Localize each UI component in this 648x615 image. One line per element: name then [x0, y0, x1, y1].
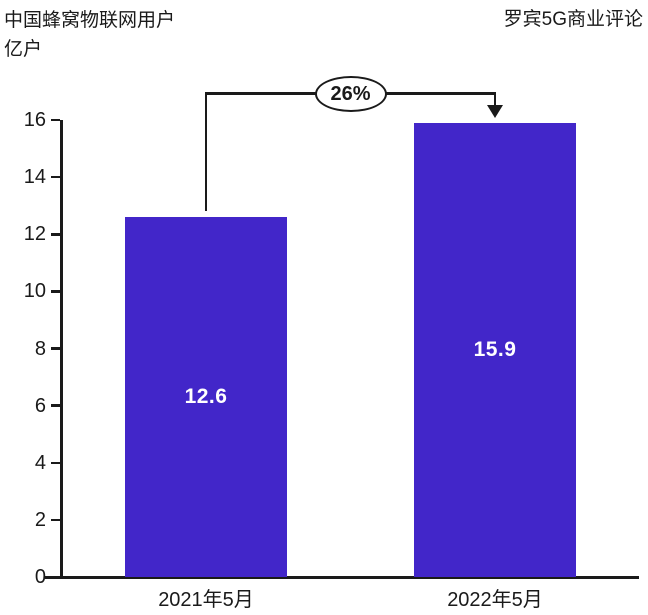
y-tick [51, 118, 60, 122]
y-tick-label: 10 [23, 280, 46, 303]
y-tick [51, 518, 60, 522]
x-axis-label: 2022年5月 [447, 589, 543, 611]
y-tick [51, 461, 60, 464]
y-tick [51, 233, 60, 236]
growth-connector-left [204, 92, 208, 212]
y-tick-label: 6 [34, 394, 46, 417]
bar: 15.9 [414, 122, 576, 577]
chart-unit-label: 亿户 [4, 39, 43, 60]
y-tick-label: 12 [23, 223, 46, 246]
y-tick-label: 16 [23, 109, 46, 131]
growth-connector-right [493, 92, 497, 106]
source-label: 罗宾5G商业评论 [503, 9, 643, 30]
y-tick-label: 14 [23, 166, 46, 189]
y-tick-label: 4 [34, 451, 46, 474]
bar-value-label: 12.6 [184, 385, 228, 409]
y-tick [51, 404, 60, 407]
x-axis-line [45, 575, 639, 579]
y-tick [51, 175, 60, 179]
y-tick-label: 0 [34, 566, 46, 588]
y-tick [51, 347, 60, 350]
growth-badge: 26% [314, 76, 387, 112]
chart-header: 中国蜂窝物联网用户 亿户 [4, 6, 175, 64]
y-tick-label: 2 [34, 508, 46, 531]
bar-value-label: 15.9 [473, 337, 517, 361]
x-axis-label: 2021年5月 [158, 589, 254, 611]
chart-title: 中国蜂窝物联网用户 [4, 10, 176, 31]
y-tick [51, 575, 60, 579]
growth-arrow-head [487, 105, 503, 118]
growth-badge-label: 26% [330, 82, 371, 105]
y-tick [51, 290, 60, 293]
y-tick-label: 8 [34, 337, 46, 360]
bar: 12.6 [125, 217, 287, 577]
y-axis-line [60, 120, 63, 579]
